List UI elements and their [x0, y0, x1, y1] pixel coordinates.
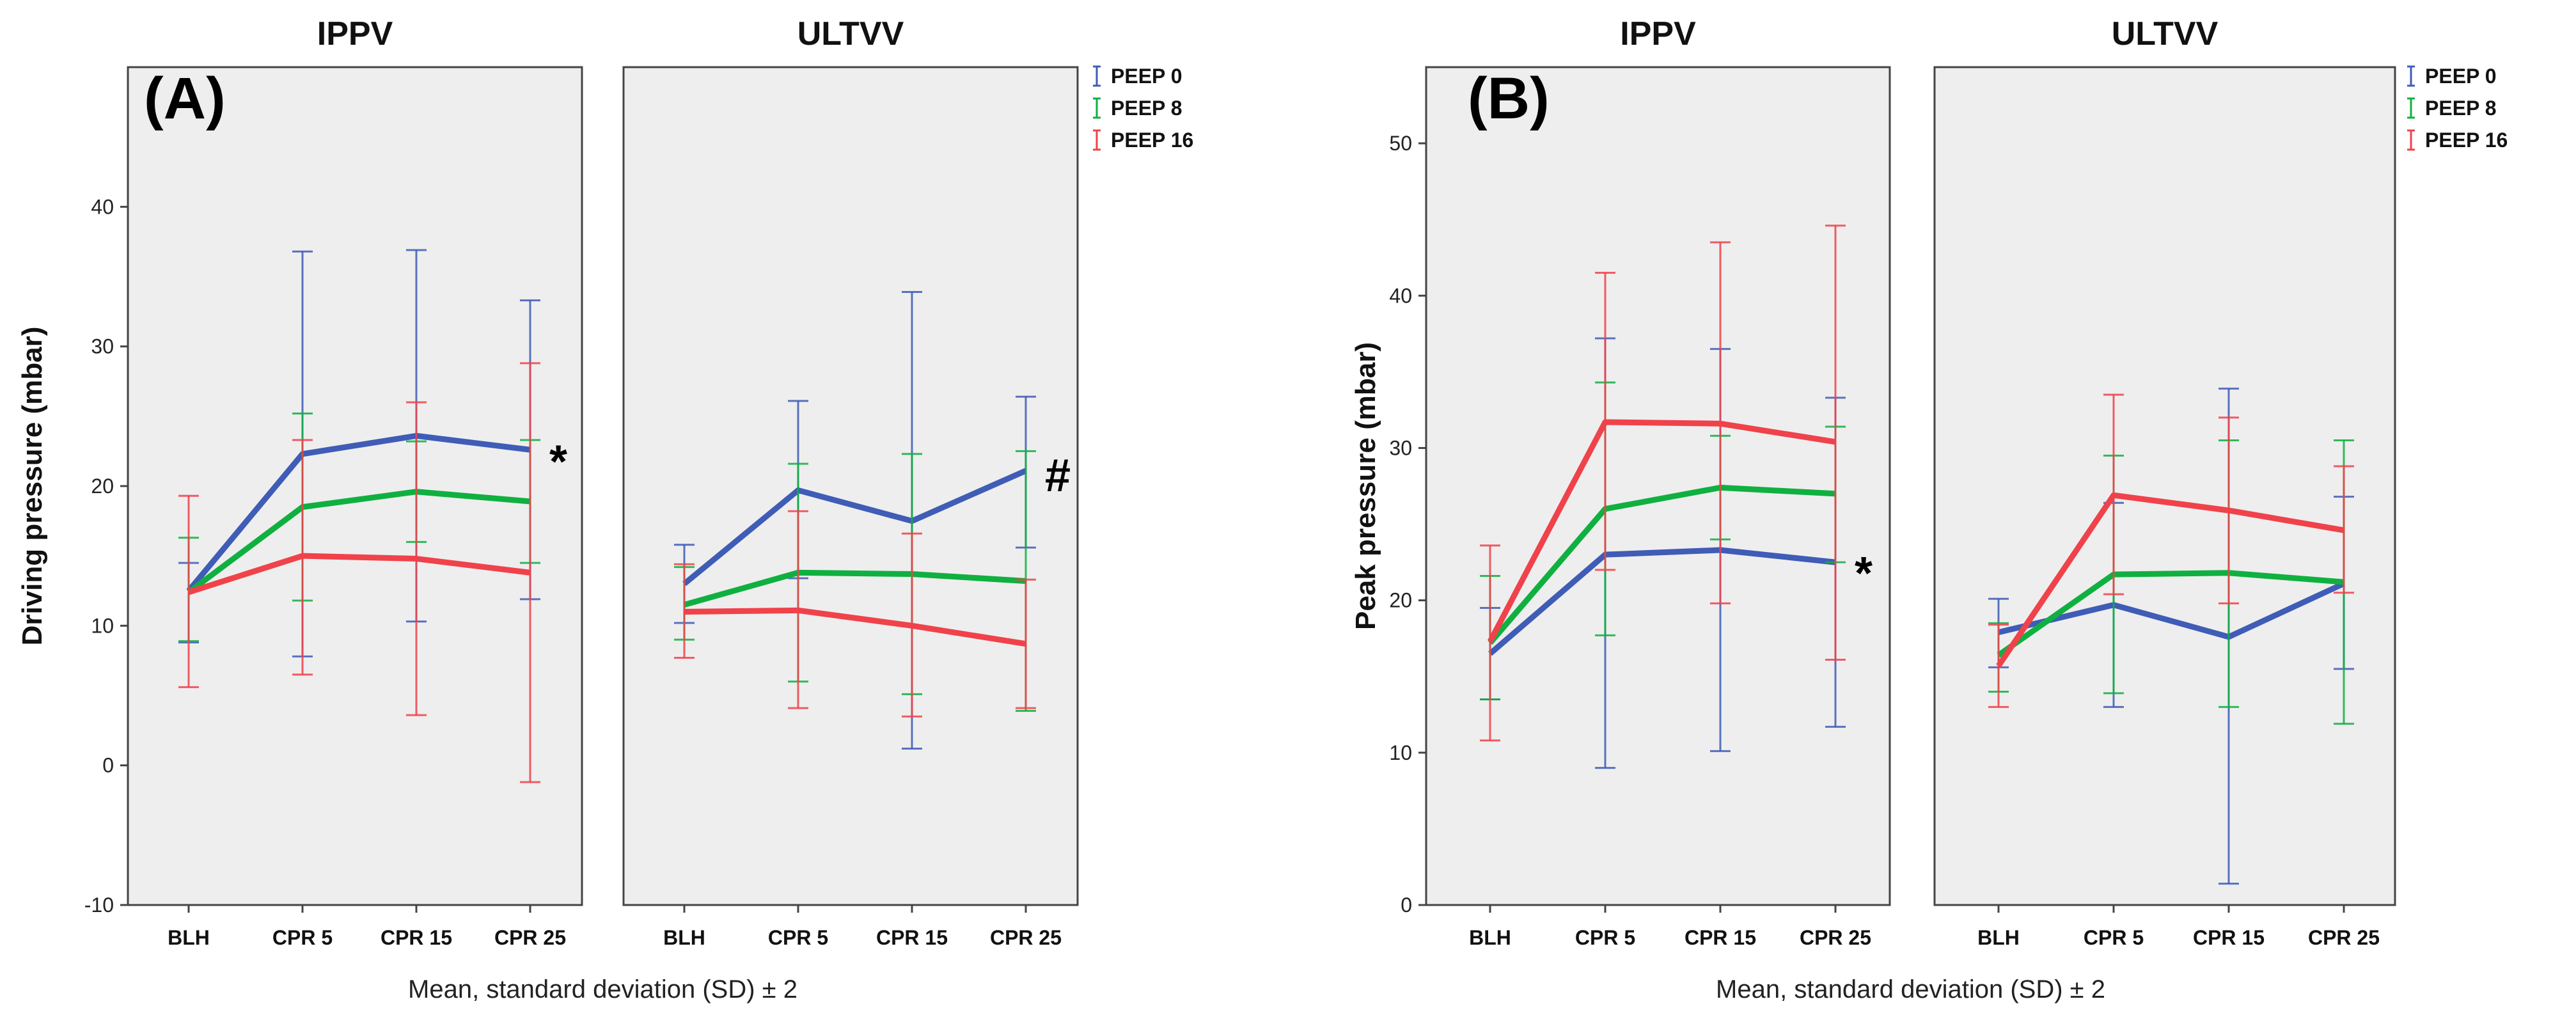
- x-tick-label: CPR 5: [2084, 926, 2144, 949]
- series-line: [187, 553, 531, 595]
- plot-area: [127, 66, 583, 906]
- y-tick-label: 10: [1389, 741, 1412, 764]
- legend: PEEP 0 PEEP 8 PEEP 16: [1093, 65, 1193, 152]
- legend-label: PEEP 0: [2425, 65, 2496, 88]
- y-tick-label: 40: [1389, 284, 1412, 307]
- x-axis-label: Mean, standard deviation (SD) ± 2: [1716, 975, 2105, 1003]
- x-tick-label: CPR 15: [1685, 926, 1756, 949]
- x-tick-label: CPR 15: [876, 926, 948, 949]
- y-tick-label: 30: [91, 335, 114, 358]
- series-peep-16: [674, 510, 1036, 718]
- series-line: [187, 489, 531, 595]
- x-tick-label: BLH: [663, 926, 705, 949]
- subplot-title: ULTVV: [797, 15, 904, 52]
- chart-a: Driving pressure (mbar) -10 0 10 20 30 40 IPPV B…: [17, 15, 1193, 1003]
- subplot-ultvv: ULTVV BLH CPR 5 CPR 15 CPR 25 #: [622, 15, 1079, 949]
- series-line: [1997, 570, 2344, 658]
- x-tick-label: CPR 25: [2308, 926, 2380, 949]
- series-line: [1488, 547, 1836, 656]
- legend: PEEP 0 PEEP 8 PEEP 16: [2407, 65, 2508, 152]
- significance-marker: *: [1855, 548, 1873, 599]
- y-tick-label: 20: [1389, 589, 1412, 612]
- significance-marker: #: [1045, 450, 1071, 501]
- series-peep-16: [178, 362, 540, 783]
- x-tick-label: BLH: [1977, 926, 2020, 949]
- y-tick-label: 10: [91, 614, 114, 637]
- subplot-ultvv: ULTVV BLH CPR 5 CPR 15 CPR 25: [1933, 15, 2396, 949]
- x-tick-label: CPR 15: [381, 926, 452, 949]
- subplot-title: ULTVV: [2112, 15, 2219, 52]
- legend-label: PEEP 16: [2425, 129, 2508, 152]
- panel-label: (B): [1468, 66, 1550, 131]
- x-tick-label: BLH: [1469, 926, 1511, 949]
- x-tick-label: CPR 5: [272, 926, 333, 949]
- series-line: [1488, 484, 1836, 645]
- x-tick-label: CPR 25: [494, 926, 566, 949]
- series-peep-16: [1480, 224, 1846, 742]
- y-tick-label: 20: [91, 475, 114, 498]
- y-tick-label: -10: [84, 893, 114, 917]
- series-line: [1997, 581, 2345, 640]
- legend-label: PEEP 8: [1111, 97, 1182, 120]
- y-tick-label: 30: [1389, 436, 1412, 459]
- x-tick-label: BLH: [168, 926, 210, 949]
- subplot-ippv: IPPV BLH CPR 5 CPR 15 CPR 25 *: [1425, 15, 1891, 949]
- significance-marker: *: [549, 436, 567, 487]
- plot-area: [622, 66, 1079, 906]
- plot-area: [1425, 66, 1891, 906]
- series-line: [1996, 492, 2344, 668]
- plot-area: [1933, 66, 2396, 906]
- legend-label: PEEP 0: [1111, 65, 1182, 88]
- series-line: [1488, 419, 1836, 643]
- legend-label: PEEP 8: [2425, 97, 2496, 120]
- x-tick-label: CPR 25: [1800, 926, 1871, 949]
- y-tick-label: 0: [1401, 893, 1412, 917]
- series-peep-16: [1988, 393, 2354, 708]
- subplot-ippv: IPPV BLH CPR 5 CPR 15 CPR 25 *: [127, 15, 583, 949]
- panel-label: (A): [144, 66, 226, 131]
- x-tick-label: CPR 5: [768, 926, 828, 949]
- x-axis-label: Mean, standard deviation (SD) ± 2: [408, 975, 797, 1003]
- x-tick-label: CPR 25: [990, 926, 1062, 949]
- chart-b: Peak pressure (mbar) 0 10 20 30 40 50 IPPV BLH CP…: [1350, 15, 2508, 1003]
- y-tick-label: 40: [91, 195, 114, 218]
- y-tick-label: 0: [102, 754, 114, 777]
- series-line: [186, 432, 531, 593]
- series-line: [684, 607, 1026, 647]
- y-axis-label: Driving pressure (mbar): [17, 327, 48, 646]
- y-tick-label: 50: [1389, 132, 1412, 155]
- x-tick-label: CPR 15: [2193, 926, 2265, 949]
- subplot-title: IPPV: [317, 15, 393, 52]
- series-line: [683, 569, 1026, 608]
- series-line: [682, 468, 1027, 586]
- x-tick-label: CPR 5: [1575, 926, 1635, 949]
- y-axis-label: Peak pressure (mbar): [1350, 342, 1381, 630]
- legend-label: PEEP 16: [1111, 129, 1193, 152]
- subplot-title: IPPV: [1620, 15, 1696, 52]
